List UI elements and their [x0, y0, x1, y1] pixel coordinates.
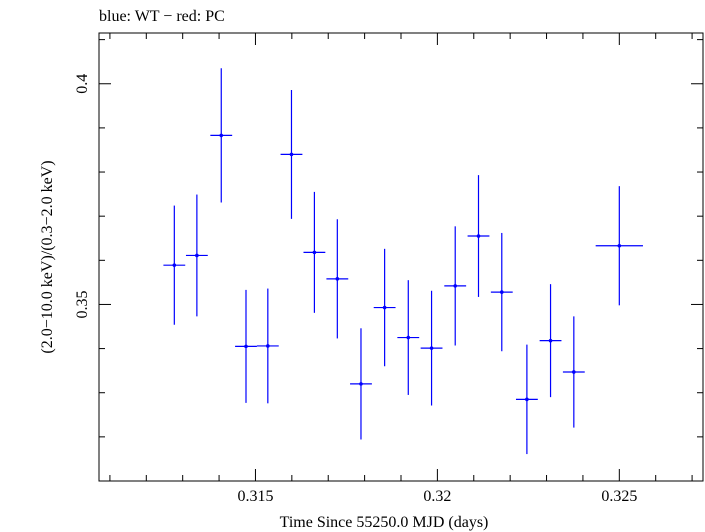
- point-marker: [335, 277, 340, 281]
- data-point: [303, 191, 326, 313]
- y-tick-label: 0.4: [74, 74, 91, 94]
- plot-frame: [98, 32, 704, 482]
- chart-title: blue: WT − red: PC: [99, 8, 225, 25]
- point-marker: [266, 344, 270, 348]
- tick-labels: 0.315 0.32 0.325 0.35 0.4: [74, 74, 637, 505]
- data-point: [562, 316, 585, 428]
- data-points: [163, 68, 643, 455]
- y-tick-label: 0.35: [74, 290, 91, 318]
- data-point: [163, 205, 186, 325]
- x-tick-label: 0.325: [601, 488, 637, 505]
- data-point: [539, 284, 562, 398]
- point-marker: [406, 335, 411, 340]
- point-marker: [219, 133, 224, 138]
- data-point: [490, 232, 513, 352]
- point-marker: [476, 234, 481, 238]
- point-marker: [172, 263, 177, 267]
- point-marker: [429, 346, 434, 350]
- data-point: [467, 175, 490, 297]
- data-point: [350, 328, 372, 440]
- data-point: [326, 219, 349, 339]
- axis-ticks: [99, 33, 703, 482]
- point-marker: [289, 152, 294, 157]
- data-point: [185, 194, 208, 317]
- x-axis-label: Time Since 55250.0 MJD (days): [280, 514, 489, 531]
- data-point: [397, 280, 420, 395]
- data-point: [515, 344, 538, 455]
- data-point: [420, 290, 443, 406]
- data-point: [280, 89, 303, 219]
- x-tick-label: 0.315: [237, 488, 273, 505]
- data-point: [210, 68, 233, 203]
- point-marker: [548, 338, 553, 343]
- data-point: [595, 186, 643, 306]
- data-point: [235, 289, 257, 403]
- point-marker: [195, 253, 199, 258]
- point-marker: [617, 243, 622, 248]
- data-point: [444, 226, 467, 346]
- point-marker: [312, 250, 317, 255]
- data-point: [373, 248, 396, 367]
- y-axis-label: (2.0−10.0 keV)/(0.3−2.0 keV): [39, 160, 56, 353]
- x-tick-label: 0.32: [423, 488, 451, 505]
- point-marker: [382, 305, 387, 310]
- data-point: [256, 288, 279, 404]
- point-marker: [525, 397, 529, 402]
- point-marker: [359, 382, 363, 386]
- point-marker: [572, 370, 576, 374]
- point-marker: [244, 344, 248, 349]
- point-marker: [499, 290, 504, 294]
- point-marker: [453, 284, 458, 288]
